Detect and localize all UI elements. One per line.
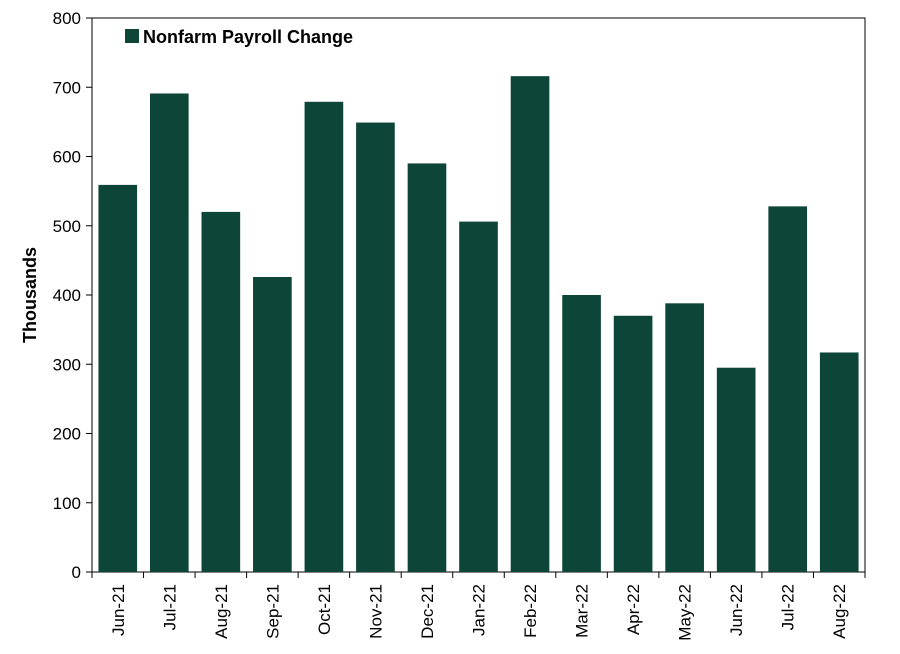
y-tick-label: 100: [53, 494, 81, 513]
x-tick-label: Sep-21: [263, 584, 282, 639]
y-axis: 0 100 200 300 400 500 600 700 800: [53, 9, 92, 582]
x-tick-label: Oct-21: [315, 584, 334, 635]
y-tick-label: 300: [53, 355, 81, 374]
y-tick-label: 500: [53, 217, 81, 236]
x-tick-label: Aug-21: [212, 584, 231, 639]
x-tick-label: Jul-21: [160, 584, 179, 630]
bar: [149, 93, 189, 573]
y-tick-label: 0: [72, 563, 81, 582]
bar: [98, 184, 138, 572]
x-axis: [91, 572, 866, 578]
y-tick-label: 700: [53, 78, 81, 97]
legend: Nonfarm Payroll Change: [125, 27, 353, 47]
x-tick-label: Nov-21: [366, 584, 385, 639]
bar: [356, 122, 395, 572]
y-tick-label: 400: [53, 286, 81, 305]
y-tick-label: 200: [53, 425, 81, 444]
x-tick-label: Jun-21: [109, 584, 128, 636]
x-tick-labels: Jun-21 Jul-21 Aug-21 Sep-21 Oct-21 Nov-21 Dec-…: [109, 584, 849, 641]
x-tick-label: Feb-22: [521, 584, 540, 638]
bar: [304, 101, 344, 572]
bar: [407, 163, 447, 573]
legend-label: Nonfarm Payroll Change: [143, 27, 353, 47]
x-tick-label: May-22: [676, 584, 695, 641]
x-tick-label: Apr-22: [624, 584, 643, 635]
legend-swatch: [125, 29, 139, 43]
bar: [768, 206, 808, 573]
bar: [819, 352, 859, 572]
x-tick-label: Jul-22: [779, 584, 798, 630]
x-tick-label: Dec-21: [418, 584, 437, 639]
bar: [510, 76, 550, 573]
x-tick-label: Jan-22: [470, 584, 489, 636]
bar: [459, 221, 498, 572]
y-axis-title: Thousands: [20, 247, 40, 343]
x-tick-label: Mar-22: [573, 584, 592, 638]
bar: [613, 315, 653, 572]
y-tick-label: 600: [53, 148, 81, 167]
y-tick-label: 800: [53, 9, 81, 28]
x-tick-label: Aug-22: [830, 584, 849, 639]
x-tick-label: Jun-22: [727, 584, 746, 636]
bar: [253, 276, 292, 572]
bar: [201, 211, 241, 572]
bar: [665, 303, 704, 572]
bar-series: [98, 76, 859, 573]
bar: [716, 367, 756, 572]
bar: [562, 295, 601, 572]
